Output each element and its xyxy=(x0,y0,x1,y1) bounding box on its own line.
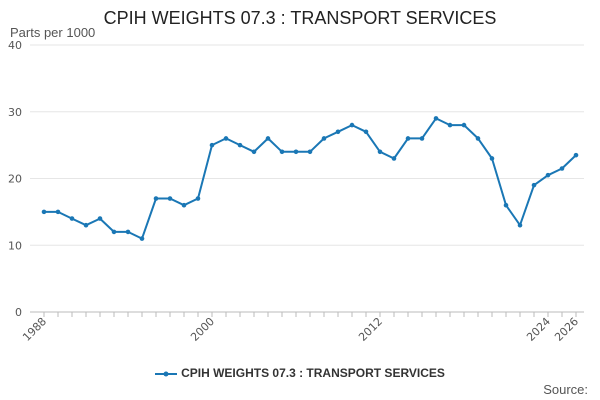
data-point xyxy=(181,202,187,208)
data-point xyxy=(559,166,565,171)
data-point xyxy=(349,122,355,128)
data-point xyxy=(335,129,341,135)
data-point xyxy=(153,196,159,201)
x-tick-label: 1988 xyxy=(20,315,49,344)
chart-title: CPIH WEIGHTS 07.3 : TRANSPORT SERVICES xyxy=(103,8,497,28)
data-point xyxy=(83,222,89,228)
source-label: Source: xyxy=(543,382,588,397)
x-tick-label: 2012 xyxy=(356,315,385,344)
data-point xyxy=(41,209,47,215)
data-point xyxy=(517,222,523,228)
data-point xyxy=(363,129,369,135)
data-point xyxy=(391,156,397,161)
data-point xyxy=(69,216,75,221)
y-tick-label: 30 xyxy=(8,106,22,119)
data-point xyxy=(251,149,257,155)
y-tick-label: 20 xyxy=(8,173,22,186)
data-point xyxy=(223,136,229,141)
data-point xyxy=(461,122,467,128)
data-point xyxy=(293,149,299,155)
data-point xyxy=(167,196,173,201)
legend[interactable]: CPIH WEIGHTS 07.3 : TRANSPORT SERVICES xyxy=(0,366,600,380)
y-tick-label: 10 xyxy=(8,239,22,252)
data-point xyxy=(573,152,579,158)
y-tick-label: 40 xyxy=(8,39,22,52)
data-point xyxy=(419,136,425,141)
grid-layer xyxy=(30,44,584,313)
y-tick-label: 0 xyxy=(15,306,22,319)
data-point xyxy=(321,136,327,141)
data-point xyxy=(489,156,495,161)
data-point xyxy=(307,149,313,155)
y-axis-unit-label: Parts per 1000 xyxy=(10,25,96,40)
data-point xyxy=(55,209,61,215)
data-point xyxy=(377,149,383,155)
data-point xyxy=(237,142,243,148)
data-point xyxy=(545,172,551,178)
axis-layer: 0 10 20 30 40 1988 2000 2012 2024 2026 xyxy=(8,39,581,344)
x-tick-label: 2000 xyxy=(188,315,217,344)
data-point xyxy=(447,122,453,128)
data-point xyxy=(97,216,103,221)
data-point xyxy=(125,229,131,235)
data-point xyxy=(531,182,537,188)
data-point xyxy=(405,136,411,141)
legend-label: CPIH WEIGHTS 07.3 : TRANSPORT SERVICES xyxy=(181,366,445,380)
data-point xyxy=(503,202,509,208)
data-point xyxy=(195,196,201,201)
series-layer xyxy=(41,116,579,241)
data-point xyxy=(433,116,439,121)
data-point xyxy=(209,142,215,148)
data-point xyxy=(111,229,117,235)
data-point xyxy=(475,136,481,141)
x-tick-label: 2024 xyxy=(524,315,553,344)
data-point xyxy=(279,149,285,155)
x-tick-label: 2026 xyxy=(552,315,581,344)
data-point xyxy=(139,236,145,241)
legend-marker xyxy=(155,371,178,377)
data-point xyxy=(265,136,271,141)
